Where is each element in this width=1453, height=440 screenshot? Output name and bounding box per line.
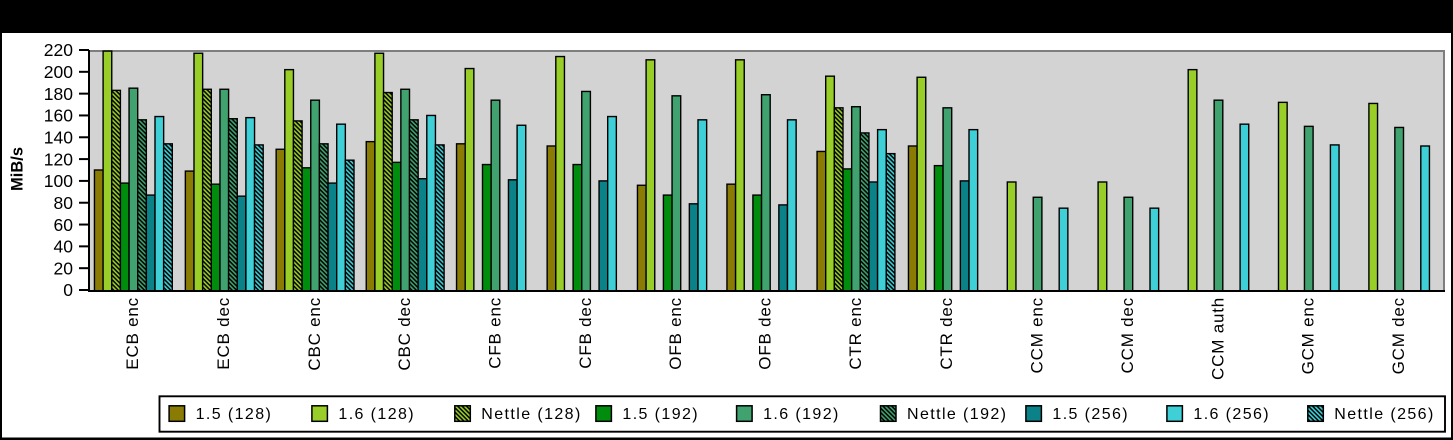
svg-text:CCM auth: CCM auth	[1208, 297, 1227, 380]
svg-text:CFB enc: CFB enc	[485, 297, 504, 369]
svg-text:Nettle (256): Nettle (256)	[1334, 406, 1434, 423]
svg-text:1.6 (128): 1.6 (128)	[338, 406, 415, 423]
svg-text:MiB/s: MiB/s	[9, 147, 27, 191]
svg-text:140: 140	[44, 127, 73, 147]
svg-text:100: 100	[44, 171, 73, 191]
svg-text:80: 80	[54, 193, 74, 213]
svg-text:CCM enc: CCM enc	[1027, 297, 1046, 373]
svg-text:GCM enc: GCM enc	[1299, 297, 1318, 374]
svg-text:1.6 (256): 1.6 (256)	[1193, 406, 1270, 423]
svg-text:CBC enc: CBC enc	[305, 297, 324, 371]
svg-text:1.5 (128): 1.5 (128)	[196, 406, 273, 423]
svg-text:CBC dec: CBC dec	[395, 297, 414, 371]
svg-text:20: 20	[54, 258, 74, 278]
svg-text:200: 200	[44, 62, 73, 82]
svg-text:220: 220	[44, 40, 73, 60]
svg-text:GCM dec: GCM dec	[1389, 297, 1408, 374]
svg-text:CTR enc: CTR enc	[846, 297, 865, 370]
svg-text:160: 160	[44, 106, 73, 126]
svg-text:OFB dec: OFB dec	[756, 297, 775, 370]
svg-text:ECB enc: ECB enc	[123, 297, 142, 370]
svg-text:60: 60	[54, 215, 74, 235]
svg-text:0: 0	[63, 280, 73, 300]
svg-text:180: 180	[44, 84, 73, 104]
svg-text:40: 40	[54, 237, 74, 257]
svg-text:CTR dec: CTR dec	[937, 297, 956, 370]
svg-text:1.5 (256): 1.5 (256)	[1052, 406, 1129, 423]
svg-text:CCM dec: CCM dec	[1118, 297, 1137, 373]
svg-text:Nettle (128): Nettle (128)	[481, 406, 581, 423]
svg-text:Nettle (192): Nettle (192)	[907, 406, 1007, 423]
svg-text:1.5 (192): 1.5 (192)	[622, 406, 699, 423]
svg-text:120: 120	[44, 149, 73, 169]
svg-text:ECB dec: ECB dec	[214, 297, 233, 370]
svg-text:1.6 (192): 1.6 (192)	[763, 406, 840, 423]
svg-text:OFB enc: OFB enc	[666, 297, 685, 370]
svg-text:CFB dec: CFB dec	[576, 297, 595, 369]
